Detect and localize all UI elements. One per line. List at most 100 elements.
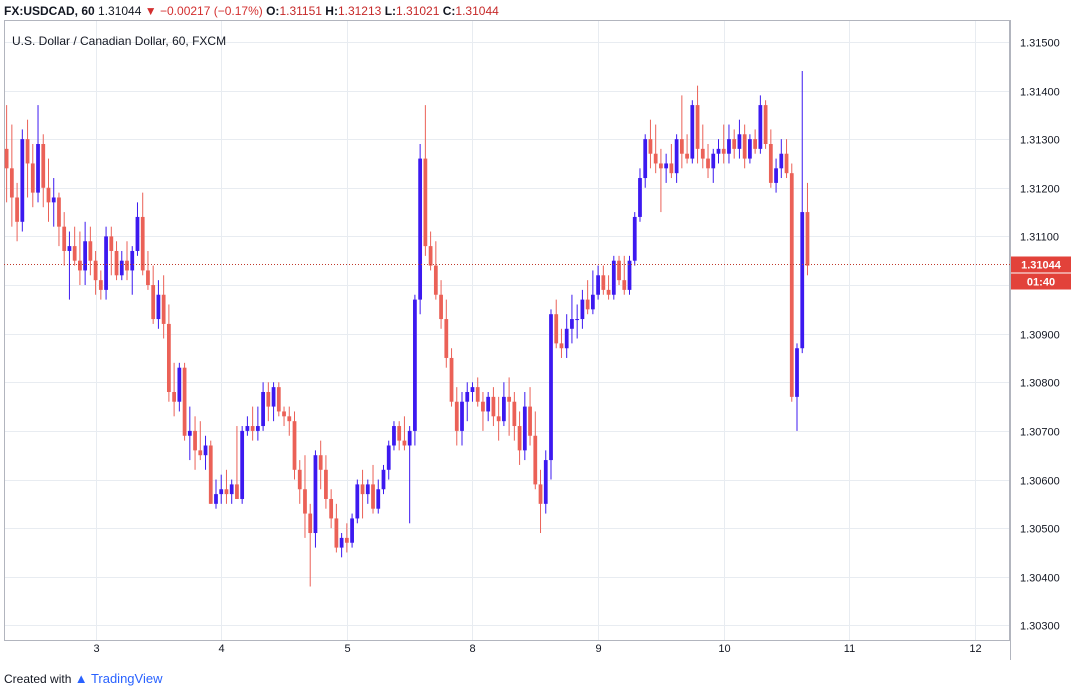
tradingview-brand[interactable]: TradingView [90,671,163,686]
close-label: C: [442,4,456,18]
candle-body [407,430,412,446]
candlestick-chart[interactable]: U.S. Dollar / Canadian Dollar, 60, FXCM … [4,20,1072,660]
candle-body [423,158,428,247]
candle-body [428,246,433,266]
candle-body [72,246,77,261]
candle-body [193,430,197,451]
candle-body [800,212,805,349]
candle-body [98,280,103,290]
candle-body [187,430,192,436]
candles [4,71,810,587]
candle-body [198,450,203,456]
candle-body [135,216,140,251]
price-tick-label: 1.30500 [1020,524,1060,536]
time-tick-label: 9 [595,643,601,655]
candle-body [732,139,737,149]
candle-body [721,148,726,154]
candle-body [350,518,354,543]
candle-body [182,367,187,436]
low-value: 1.31021 [396,4,440,18]
candle-body [360,484,365,495]
chart-frame[interactable]: U.S. Dollar / Canadian Dollar, 60, FXCM … [4,20,1072,660]
candle-body [355,484,360,519]
candle-body [235,484,239,499]
candle-body [789,173,794,397]
price-change: −0.00217 (−0.17%) [160,4,263,18]
candle-body [501,396,506,422]
candle-body [15,197,19,222]
candle-body [533,435,538,485]
symbol-label[interactable]: FX:USDCAD, 60 [4,4,95,18]
candle-body [313,455,318,534]
candle-body [758,105,763,149]
price-tick-label: 1.31100 [1020,232,1059,244]
last-price: 1.31044 [98,4,142,18]
candle-body [611,260,616,295]
price-badges: 1.31044 01:40 [1011,256,1071,290]
candle-body [4,148,9,169]
candle-body [166,323,171,392]
candle-body [78,260,82,271]
candle-body [449,357,454,402]
candle-body [549,314,553,461]
candle-body [339,537,344,548]
candle-body [418,158,423,300]
candle-body [36,144,40,193]
candle-body [261,392,265,427]
candle-body [601,275,606,290]
candle-body [465,392,470,402]
candle-body [674,139,679,174]
candle-body [559,343,564,349]
candle-body [439,294,443,320]
candle-body [255,426,260,431]
time-axis-labels: 3 4 5 8 9 10 11 12 [93,643,981,655]
candle-body [554,314,559,344]
candle-body [690,105,695,159]
candle-body [596,275,600,295]
candle-body [109,236,114,251]
candle-body [742,134,747,159]
candle-body [271,387,276,407]
candle-body [292,421,297,470]
high-value: 1.31213 [337,4,382,18]
price-tick-label: 1.30600 [1020,476,1060,488]
down-arrow-icon: ▼ [144,4,157,18]
price-tick-label: 1.30700 [1020,427,1060,439]
close-value: 1.31044 [455,4,499,18]
candle-body [114,250,119,276]
candle-body [491,396,496,417]
candle-body [669,163,674,174]
candle-body [392,426,396,446]
candle-body [208,445,213,504]
candle-body [711,153,716,169]
candle-body [706,158,710,169]
candle-body [737,134,742,149]
candle-body [481,401,485,412]
grid-lines [4,20,1009,640]
candle-body [784,153,789,174]
candle-body [324,469,328,499]
candle-body [528,406,532,436]
candle-body [83,241,88,271]
candle-body [329,498,334,519]
candle-body [51,197,56,203]
footer-credit: Created with ▲ TradingView [4,671,162,687]
candle-body [512,401,517,427]
created-with-label: Created with [4,672,72,686]
candle-body [632,216,637,261]
candle-body [727,139,731,154]
candle-body [570,319,574,329]
candle-body [444,319,449,358]
countdown-badge [1011,273,1071,290]
candle-body [517,426,522,451]
candle-body [805,212,810,266]
candle-body [538,484,543,504]
candle-body [507,396,512,402]
price-scale[interactable] [1010,20,1071,660]
candle-body [125,260,129,271]
candle-body [282,411,286,417]
candle-body [617,260,621,281]
tradingview-logo-icon[interactable]: ▲ [74,671,88,686]
candle-body [214,494,218,504]
candle-body [224,489,229,495]
